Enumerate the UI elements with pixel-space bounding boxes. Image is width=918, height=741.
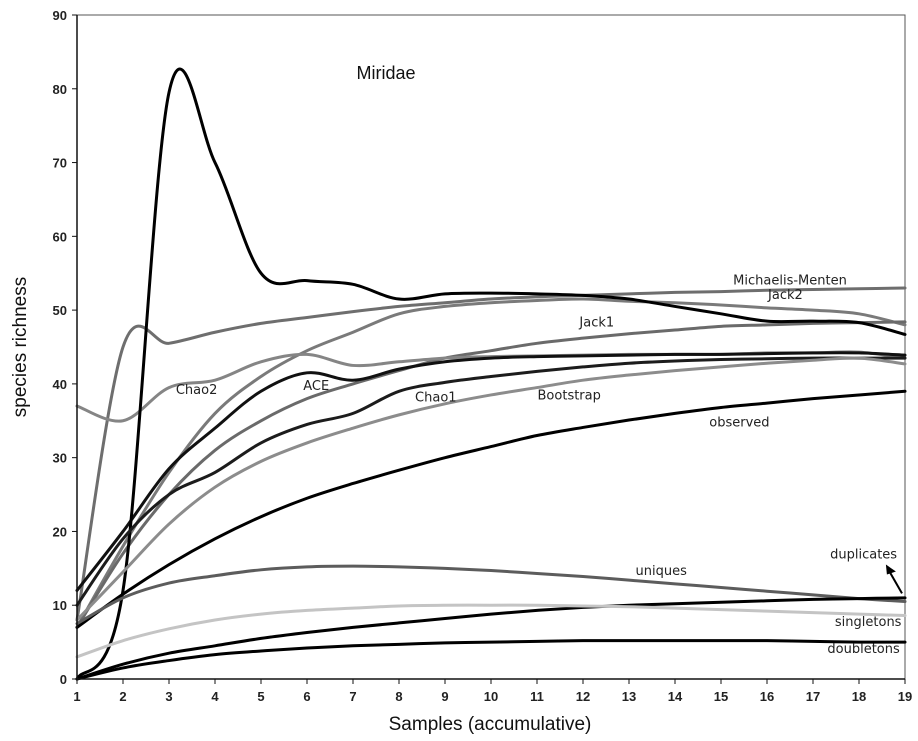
y-tick-label-50: 50 bbox=[53, 303, 67, 318]
series-line-jack1 bbox=[75, 320, 907, 629]
series-line-chao1-secondary bbox=[75, 356, 907, 607]
x-tick-label-9: 9 bbox=[441, 689, 448, 704]
y-tick-label-10: 10 bbox=[53, 598, 67, 613]
x-tick-label-5: 5 bbox=[257, 689, 264, 704]
x-tick-label-6: 6 bbox=[303, 689, 310, 704]
x-tick-label-4: 4 bbox=[211, 689, 219, 704]
x-tick-label-14: 14 bbox=[668, 689, 683, 704]
x-tick-label-12: 12 bbox=[576, 689, 590, 704]
x-tick-label-8: 8 bbox=[395, 689, 402, 704]
x-tick-label-2: 2 bbox=[119, 689, 126, 704]
x-tick-label-16: 16 bbox=[760, 689, 774, 704]
y-tick-label-90: 90 bbox=[53, 8, 67, 23]
duplicates-leader-line bbox=[888, 570, 903, 594]
y-tick-label-80: 80 bbox=[53, 82, 67, 97]
y-tick-group: 0 10 20 30 40 50 60 70 80 90 bbox=[53, 8, 77, 687]
leader-line-group bbox=[885, 564, 903, 594]
series-label-jack2: Jack2 bbox=[767, 288, 803, 303]
series-label-singletons: singletons bbox=[835, 615, 902, 630]
series-line-singletons bbox=[75, 603, 907, 659]
series-line-michaelis-menten bbox=[75, 286, 907, 622]
x-axis: 1 2 3 4 5 6 7 8 9 10 11 12 13 14 15 16 17 18 19 bbox=[73, 678, 912, 704]
y-tick-label-40: 40 bbox=[53, 377, 67, 392]
series-line-bootstrap bbox=[75, 356, 907, 622]
x-tick-label-13: 13 bbox=[622, 689, 636, 704]
series-label-chao2: Chao2 bbox=[176, 383, 218, 398]
y-tick-label-20: 20 bbox=[53, 524, 67, 539]
x-axis-title: Samples (accumulative) bbox=[389, 714, 592, 735]
x-tick-label-15: 15 bbox=[714, 689, 728, 704]
x-tick-label-7: 7 bbox=[349, 689, 356, 704]
series-label-chao1: Chao1 bbox=[415, 391, 457, 406]
x-tick-label-10: 10 bbox=[484, 689, 498, 704]
x-tick-label-3: 3 bbox=[165, 689, 172, 704]
series-line-doubletons bbox=[75, 639, 907, 681]
series-label-duplicates: duplicates bbox=[830, 548, 897, 563]
series-line-duplicates bbox=[75, 596, 907, 681]
series-line-observed bbox=[75, 389, 907, 629]
y-tick-label-70: 70 bbox=[53, 156, 67, 171]
duplicates-leader-arrowhead bbox=[885, 564, 896, 575]
x-tick-group: 1 2 3 4 5 6 7 8 9 10 11 12 13 14 15 16 17 18 19 bbox=[73, 679, 912, 704]
y-axis: 0 10 20 30 40 50 60 70 80 90 bbox=[53, 8, 78, 687]
y-tick-label-0: 0 bbox=[60, 672, 67, 687]
series-label-jack1: Jack1 bbox=[578, 315, 614, 330]
series-line-jack2 bbox=[75, 297, 907, 629]
x-tick-label-1: 1 bbox=[73, 689, 80, 704]
series-label-observed: observed bbox=[709, 416, 769, 431]
series-label-bootstrap: Bootstrap bbox=[538, 388, 601, 403]
y-tick-label-60: 60 bbox=[53, 229, 67, 244]
chart-title: Miridae bbox=[356, 63, 415, 83]
x-tick-label-11: 11 bbox=[530, 689, 544, 704]
x-tick-label-19: 19 bbox=[898, 689, 912, 704]
x-tick-label-17: 17 bbox=[806, 689, 820, 704]
series-line-ace bbox=[75, 351, 907, 592]
series-label-doubletons: doubletons bbox=[827, 642, 900, 657]
series-label-michaelis-menten: Michaelis-Menten bbox=[733, 273, 847, 288]
series-group bbox=[75, 67, 907, 681]
series-label-ace: ACE bbox=[303, 379, 329, 394]
series-line-chao1 bbox=[75, 67, 907, 681]
series-line-uniques bbox=[75, 564, 907, 626]
series-label-uniques: uniques bbox=[636, 564, 688, 579]
x-tick-label-18: 18 bbox=[852, 689, 866, 704]
y-axis-title: species richness bbox=[10, 277, 31, 417]
y-tick-label-30: 30 bbox=[53, 451, 67, 466]
